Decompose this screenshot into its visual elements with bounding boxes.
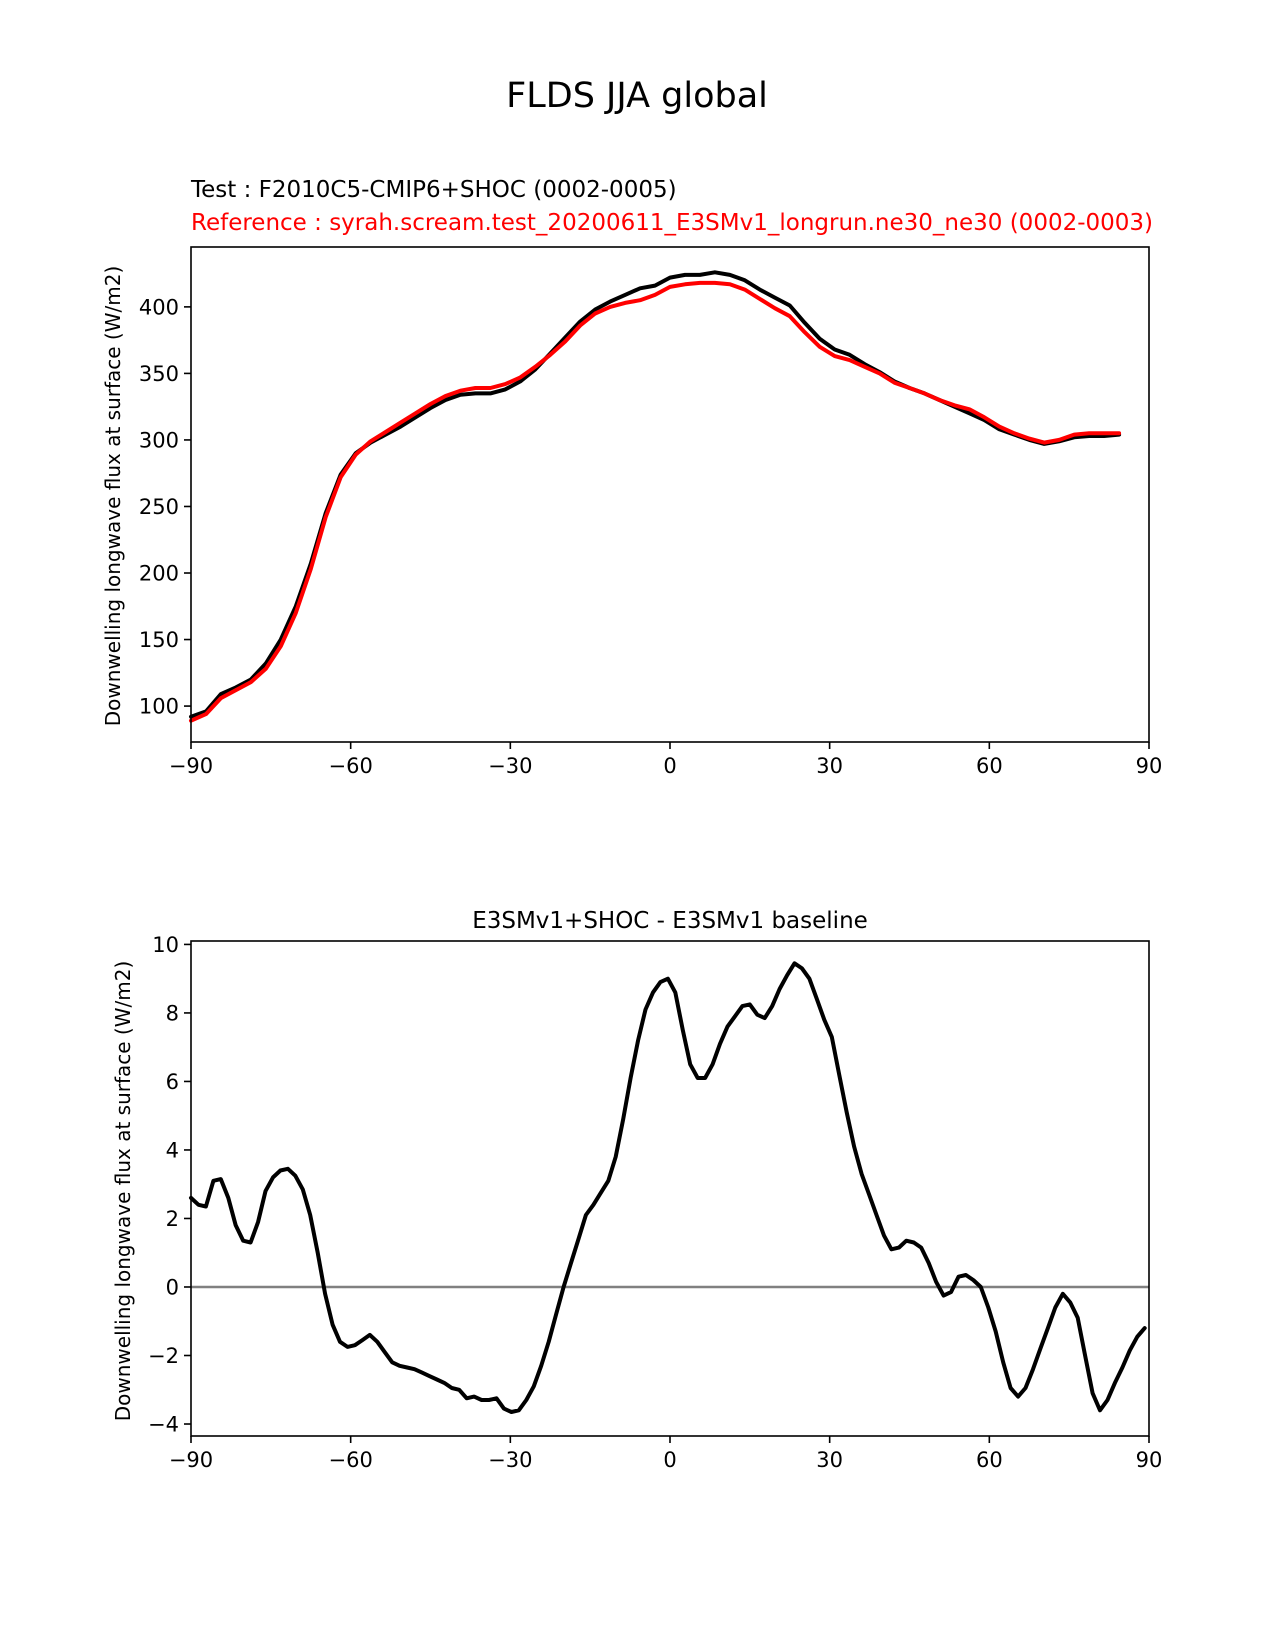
- top-plot-area: −90 −60 −30 0 30 60 90 100 150 200 250 300 350 400: [139, 246, 1163, 778]
- y-tick-label: 8: [166, 1001, 179, 1025]
- y-tick-label: 0: [166, 1275, 179, 1299]
- series-line-reference: [189, 280, 1122, 723]
- y-tick-label: 400: [139, 295, 179, 319]
- bottom-y-axis-label: Downwelling longwave flux at surface (W/…: [111, 961, 135, 1422]
- x-tick-label: 0: [663, 1448, 676, 1472]
- x-tick-label: 30: [816, 754, 843, 778]
- x-tick-label: 60: [976, 1448, 1003, 1472]
- x-tick-label: −60: [329, 1448, 373, 1472]
- y-tick-label: 300: [139, 428, 179, 452]
- test-title: Test : F2010C5-CMIP6+SHOC (0002-0005): [190, 177, 677, 203]
- x-tick-label: 90: [1136, 1448, 1163, 1472]
- x-tick-label: −90: [169, 1448, 213, 1472]
- y-tick-label: 4: [166, 1138, 179, 1162]
- x-tick-label: 0: [663, 754, 676, 778]
- top-y-axis-label: Downwelling longwave flux at surface (W/…: [101, 266, 125, 727]
- x-tick-label: 30: [816, 1448, 843, 1472]
- y-tick-label: 200: [139, 562, 179, 586]
- panel-top-test-vs-reference: Test : F2010C5-CMIP6+SHOC (0002-0005) Re…: [101, 177, 1162, 778]
- y-tick-label: 100: [139, 695, 179, 719]
- x-tick-label: −30: [488, 1448, 532, 1472]
- y-tick-label: −2: [148, 1344, 179, 1368]
- bottom-title: E3SMv1+SHOC - E3SMv1 baseline: [472, 908, 868, 934]
- reference-title: Reference : syrah.scream.test_20200611_E…: [191, 210, 1153, 236]
- y-tick-label: 6: [166, 1070, 179, 1094]
- x-tick-label: 60: [976, 754, 1003, 778]
- panel-bottom-difference: E3SMv1+SHOC - E3SMv1 baseline Downwellin…: [111, 908, 1162, 1472]
- bottom-plot-area: −90 −60 −30 0 30 60 90 −4 −2 0 2 4 6 8 10: [148, 933, 1162, 1472]
- figure-suptitle: FLDS JJA global: [506, 76, 768, 116]
- y-tick-label: 10: [152, 933, 179, 957]
- x-tick-label: 90: [1136, 754, 1163, 778]
- x-tick-label: −90: [169, 754, 213, 778]
- y-tick-label: 250: [139, 495, 179, 519]
- y-tick-label: 2: [166, 1207, 179, 1231]
- series-line-difference: [189, 961, 1147, 1414]
- y-tick-label: −4: [148, 1413, 179, 1437]
- x-tick-label: −30: [488, 754, 532, 778]
- y-tick-label: 150: [139, 628, 179, 652]
- x-tick-label: −60: [329, 754, 373, 778]
- y-tick-label: 350: [139, 362, 179, 386]
